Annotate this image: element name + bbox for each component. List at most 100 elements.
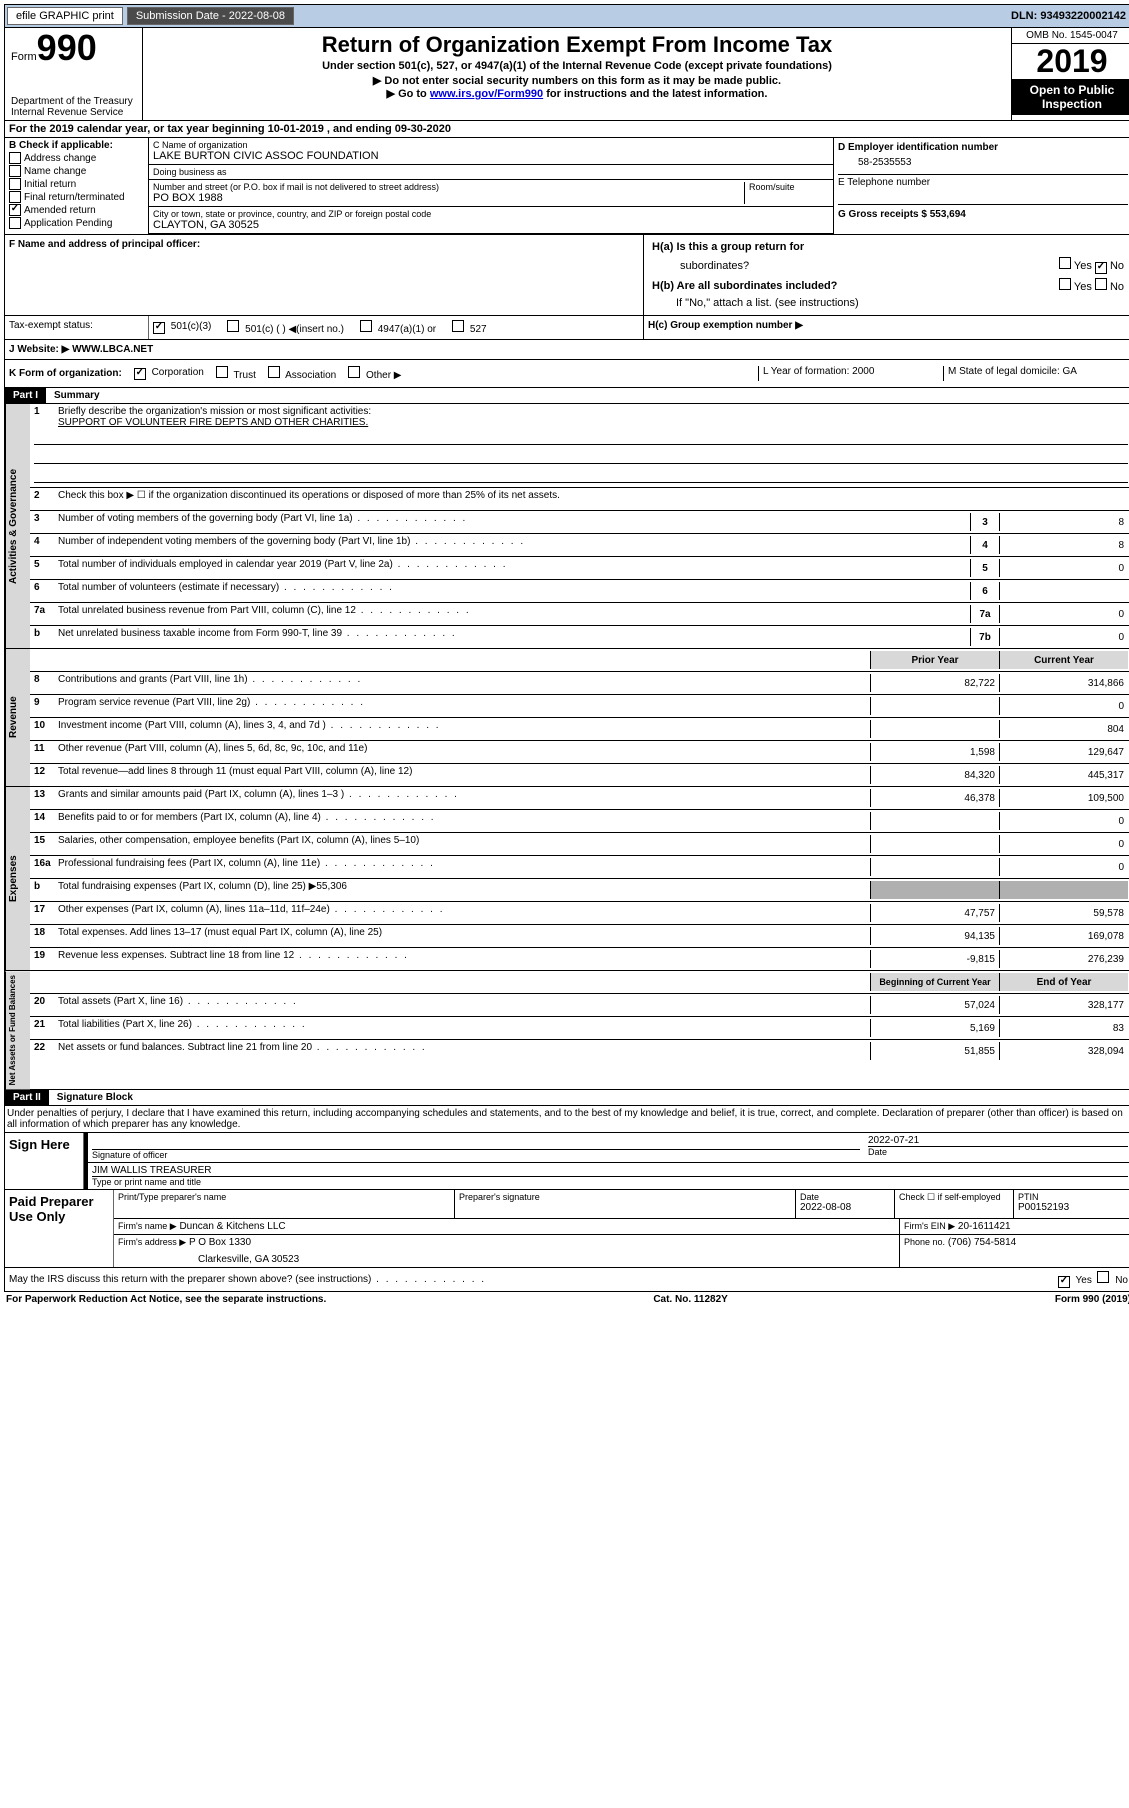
part2-title: Signature Block [49, 1092, 133, 1103]
hb-label: H(b) Are all subordinates included? [652, 280, 837, 292]
check-self-employed: Check ☐ if self-employed [895, 1190, 1014, 1218]
tax-status-row: Tax-exempt status: 501(c)(3) 501(c) ( ) … [4, 316, 1129, 340]
discuss-no-checkbox[interactable] [1097, 1271, 1109, 1283]
4947-label: 4947(a)(1) or [378, 324, 436, 335]
assoc-checkbox[interactable] [268, 366, 280, 378]
line18-text: Total expenses. Add lines 13–17 (must eq… [58, 927, 870, 938]
trust-checkbox[interactable] [216, 366, 228, 378]
line16a-text: Professional fundraising fees (Part IX, … [58, 858, 870, 869]
form-ref: Form 990 (2019) [1055, 1294, 1129, 1305]
type-name-label: Type or print name and title [92, 1176, 1128, 1187]
line9-current: 0 [999, 697, 1128, 715]
sign-date-label: Date [868, 1146, 1128, 1157]
line11-prior: 1,598 [870, 743, 999, 761]
line12-current: 445,317 [999, 766, 1128, 784]
ein-value: 58-2535553 [838, 153, 1128, 172]
amended-return-checkbox[interactable] [9, 204, 21, 216]
firm-ein: 20-1611421 [958, 1221, 1011, 1232]
name-change-checkbox[interactable] [9, 165, 21, 177]
street-value: PO BOX 1988 [153, 192, 744, 204]
501c-checkbox[interactable] [227, 320, 239, 332]
hc-label: H(c) Group exemption number ▶ [648, 320, 803, 331]
klm-section: K Form of organization: Corporation Trus… [4, 360, 1129, 388]
line9-prior [870, 697, 999, 715]
corp-label: Corporation [152, 367, 204, 378]
line4-text: Number of independent voting members of … [58, 536, 970, 547]
line17-current: 59,578 [999, 904, 1128, 922]
corp-checkbox[interactable] [134, 368, 146, 380]
line5-text: Total number of individuals employed in … [58, 559, 970, 570]
line4-num: 4 [34, 536, 58, 547]
hb-no: No [1110, 281, 1124, 293]
line7b-colnum: 7b [970, 628, 999, 646]
line14-prior [870, 812, 999, 830]
ha-yes-checkbox[interactable] [1059, 257, 1071, 269]
line8-text: Contributions and grants (Part VIII, lin… [58, 674, 870, 685]
discuss-row: May the IRS discuss this return with the… [4, 1268, 1129, 1292]
line19-text: Revenue less expenses. Subtract line 18 … [58, 950, 870, 961]
line16a-num: 16a [34, 858, 58, 869]
officer-name: JIM WALLIS TREASURER [92, 1165, 1128, 1176]
sign-here-section: Sign Here Signature of officer 2022-07-2… [4, 1133, 1129, 1190]
final-return-checkbox[interactable] [9, 191, 21, 203]
4947-checkbox[interactable] [360, 320, 372, 332]
other-checkbox[interactable] [348, 366, 360, 378]
line12-num: 12 [34, 766, 58, 777]
app-pending-checkbox[interactable] [9, 217, 21, 229]
tax-period: For the 2019 calendar year, or tax year … [5, 121, 455, 137]
line7b-text: Net unrelated business taxable income fr… [58, 628, 970, 639]
efile-button[interactable]: efile GRAPHIC print [7, 7, 123, 25]
hb-yes-checkbox[interactable] [1059, 278, 1071, 290]
year-formation: L Year of formation: 2000 [758, 366, 943, 381]
part1-header-row: Part I Summary [4, 388, 1129, 404]
address-change-checkbox[interactable] [9, 152, 21, 164]
501c3-checkbox[interactable] [153, 322, 165, 334]
paid-preparer-section: Paid Preparer Use Only Print/Type prepar… [4, 1190, 1129, 1268]
line18-num: 18 [34, 927, 58, 938]
line16b-num: b [34, 881, 58, 892]
fh-section: F Name and address of principal officer:… [4, 235, 1129, 316]
line3-colnum: 3 [970, 513, 999, 531]
city-value: CLAYTON, GA 30525 [153, 219, 829, 231]
hb-note: If "No," attach a list. (see instruction… [648, 295, 1128, 311]
name-change-label: Name change [24, 166, 86, 177]
paid-preparer-label: Paid Preparer Use Only [5, 1190, 114, 1267]
hb-no-checkbox[interactable] [1095, 278, 1107, 290]
line13-prior: 46,378 [870, 789, 999, 807]
revenue-vert-label: Revenue [5, 649, 30, 786]
ha-sub: subordinates? [652, 260, 749, 272]
line16b-prior [870, 881, 999, 899]
firm-phone-label: Phone no. [904, 1237, 945, 1247]
address-change-label: Address change [24, 153, 96, 164]
527-label: 527 [470, 324, 487, 335]
initial-return-checkbox[interactable] [9, 178, 21, 190]
line10-current: 804 [999, 720, 1128, 738]
line7a-text: Total unrelated business revenue from Pa… [58, 605, 970, 616]
discuss-yes-checkbox[interactable] [1058, 1276, 1070, 1288]
title-box: Return of Organization Exempt From Incom… [143, 28, 1011, 120]
line7a-colnum: 7a [970, 605, 999, 623]
ha-no-checkbox[interactable] [1095, 262, 1107, 274]
current-year-header: Current Year [999, 651, 1128, 669]
revenue-section: Revenue Prior YearCurrent Year 8Contribu… [4, 649, 1129, 787]
footer: For Paperwork Reduction Act Notice, see … [4, 1292, 1129, 1307]
section-b: B Check if applicable: Address change Na… [5, 138, 149, 234]
line18-prior: 94,135 [870, 927, 999, 945]
line10-num: 10 [34, 720, 58, 731]
form-label: Form [11, 51, 37, 63]
527-checkbox[interactable] [452, 320, 464, 332]
form-number: 990 [37, 27, 97, 68]
line20-text: Total assets (Part X, line 16) [58, 996, 870, 1007]
year-box: OMB No. 1545-0047 2019 Open to Public In… [1011, 28, 1129, 120]
line6-text: Total number of volunteers (estimate if … [58, 582, 970, 593]
line6-val [999, 582, 1128, 600]
irs-link[interactable]: www.irs.gov/Form990 [430, 88, 543, 100]
final-return-label: Final return/terminated [24, 192, 125, 203]
line6-num: 6 [34, 582, 58, 593]
hb-yes: Yes [1074, 281, 1092, 293]
end-year-header: End of Year [999, 973, 1128, 991]
firm-name: Duncan & Kitchens LLC [179, 1221, 285, 1232]
arrow2-post: for instructions and the latest informat… [543, 88, 767, 100]
line18-current: 169,078 [999, 927, 1128, 945]
line1-num: 1 [34, 406, 58, 417]
